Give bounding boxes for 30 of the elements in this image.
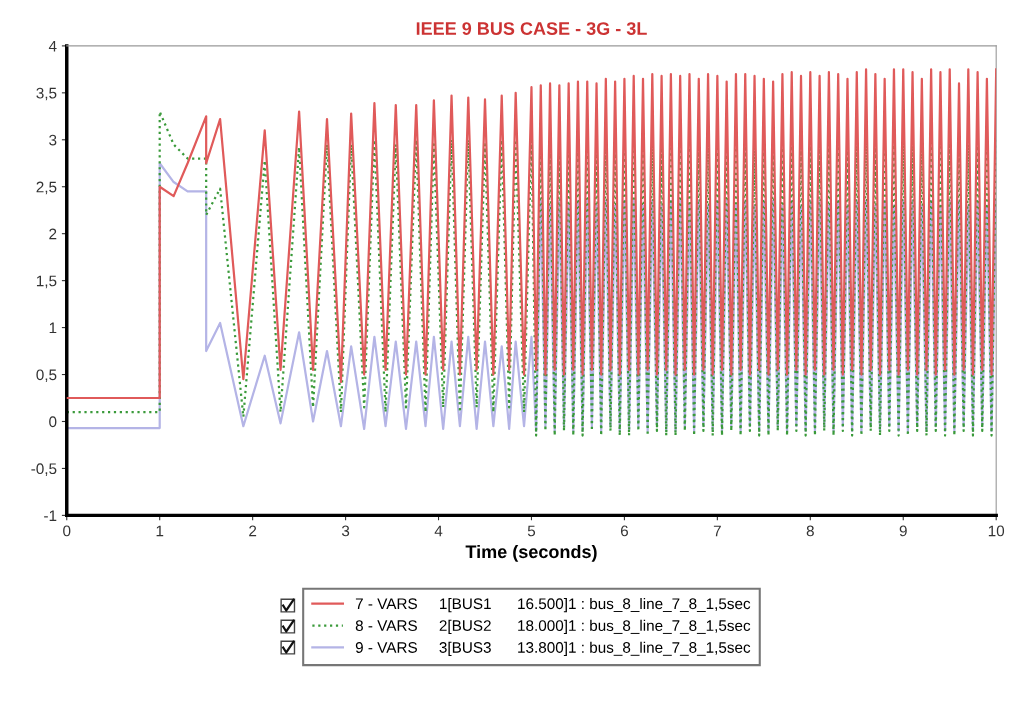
x-tick-label: 1 (156, 525, 164, 537)
x-axis-title: Time (seconds) (465, 544, 597, 562)
y-tick-label: 4 (48, 40, 57, 52)
x-tick-label: 5 (527, 525, 536, 537)
x-tick-label: 10 (988, 525, 1005, 537)
legend-label: 7 - VARS 1[BUS1 16.500]1 : bus_8_line_7_8_1,5sec (355, 597, 751, 613)
x-tick-label: 7 (713, 525, 721, 537)
y-tick-label: 1,5 (36, 275, 57, 289)
y-tick-label: 0,5 (36, 369, 57, 383)
chart-title: IEEE 9 BUS CASE - 3G - 3L (416, 22, 647, 35)
x-tick-label: 3 (341, 525, 350, 537)
line-series (66, 162, 997, 432)
x-tick-label: 0 (63, 525, 71, 537)
y-tick-label: 1 (49, 322, 57, 334)
y-tick-label: -1 (44, 510, 57, 521)
legend-label: 8 - VARS 2[BUS2 18.000]1 : bus_8_line_7_8_1,5sec (355, 619, 751, 635)
x-tick-label: 6 (620, 525, 628, 537)
y-tick-label: -0,5 (31, 463, 57, 476)
y-tick-label: 3 (49, 134, 57, 146)
line-series (66, 68, 997, 400)
y-tick-label: 2 (49, 228, 57, 240)
x-tick-label: 2 (249, 525, 257, 537)
y-tick-label: 2,5 (36, 181, 57, 195)
x-tick-label: 4 (434, 525, 443, 537)
x-tick-label: 8 (806, 525, 814, 537)
x-tick-label: 9 (899, 525, 907, 537)
y-tick-label: 3,5 (36, 87, 57, 101)
legend-label: 9 - VARS 3[BUS3 13.800]1 : bus_8_line_7_8_1,5sec (355, 641, 751, 656)
line-series (66, 110, 997, 437)
y-tick-label: 0 (49, 416, 57, 428)
